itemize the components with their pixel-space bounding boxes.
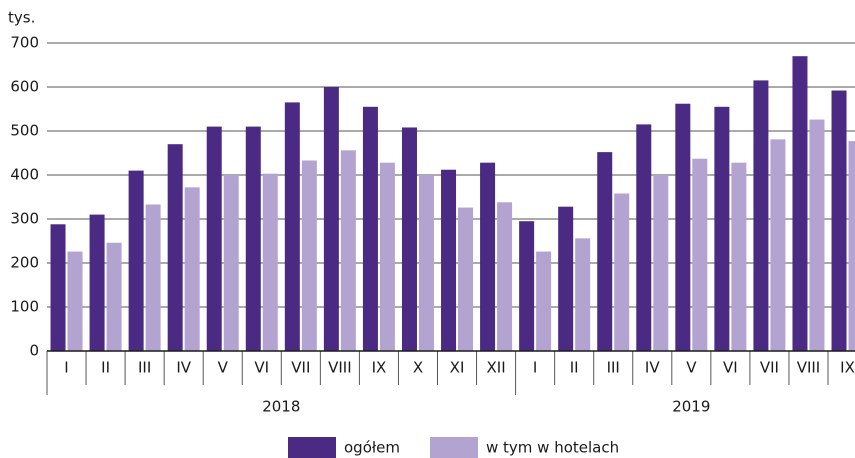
bar [497,202,513,351]
group-label: 2019 [672,398,710,416]
bar [340,150,356,351]
x-tick-label: II [570,359,579,377]
x-tick-label: XI [450,359,465,377]
legend-swatch [429,437,478,458]
x-tick-label: V [218,359,229,377]
bar [636,124,652,352]
x-tick-label: IX [372,359,387,377]
bar [597,152,613,351]
group-label: 2018 [262,398,300,416]
y-tick-label: 300 [10,210,39,228]
x-tick-label: VIII [797,359,821,377]
bar [362,106,378,351]
bar [480,162,496,351]
y-tick-label: 0 [29,342,39,360]
bar [614,193,630,351]
x-tick-label: I [64,359,68,377]
bar [167,144,183,351]
y-tick-label: 200 [10,254,39,272]
bar [379,162,395,351]
bar [50,224,66,351]
bar [848,141,855,351]
bar [653,175,669,351]
x-tick-label: III [607,359,620,377]
y-tick-label: 500 [10,122,39,140]
x-tick-label: V [686,359,697,377]
x-tick-label: VIII [328,359,352,377]
bar [441,169,457,351]
bar [519,221,535,351]
legend-label: ogółem [344,439,400,457]
legend-label: w tym w hotelach [486,439,619,457]
x-tick-label: II [101,359,110,377]
bar [731,162,747,351]
bar [323,87,339,351]
bar [753,80,769,352]
x-tick-label: IV [176,359,191,377]
x-tick-label: VII [291,359,310,377]
bar [262,173,278,351]
bar [770,139,786,351]
x-tick-label: IV [645,359,660,377]
legend-swatch [288,437,336,458]
bar [206,126,222,351]
x-tick-label: VI [723,359,738,377]
bar [128,170,144,351]
bar [106,242,122,351]
bar [831,90,847,352]
bar [692,158,708,351]
x-tick-label: VI [254,359,269,377]
y-axis-label: tys. [8,9,35,27]
x-tick-label: III [138,359,151,377]
y-tick-label: 600 [10,78,39,96]
bar [558,206,574,351]
bar [675,103,691,351]
bar [809,119,825,351]
bar [223,175,239,351]
bar [284,102,300,352]
bar [67,251,83,351]
bar [145,204,161,351]
y-tick-label: 400 [10,166,39,184]
y-tick-label: 700 [10,34,39,52]
bar [458,207,474,351]
x-tick-label: XII [487,359,506,377]
bar [536,251,552,351]
x-tick-label: I [533,359,537,377]
bar [184,187,200,351]
bar [418,175,434,351]
bar [89,214,105,351]
bar [245,126,261,351]
bar [792,56,808,351]
x-tick-label: VII [760,359,779,377]
y-tick-label: 100 [10,298,39,316]
bar [401,127,417,351]
bar [714,106,730,351]
bar [301,160,317,351]
bar [575,238,591,351]
x-tick-label: IX [840,359,855,377]
x-tick-label: X [413,359,423,377]
